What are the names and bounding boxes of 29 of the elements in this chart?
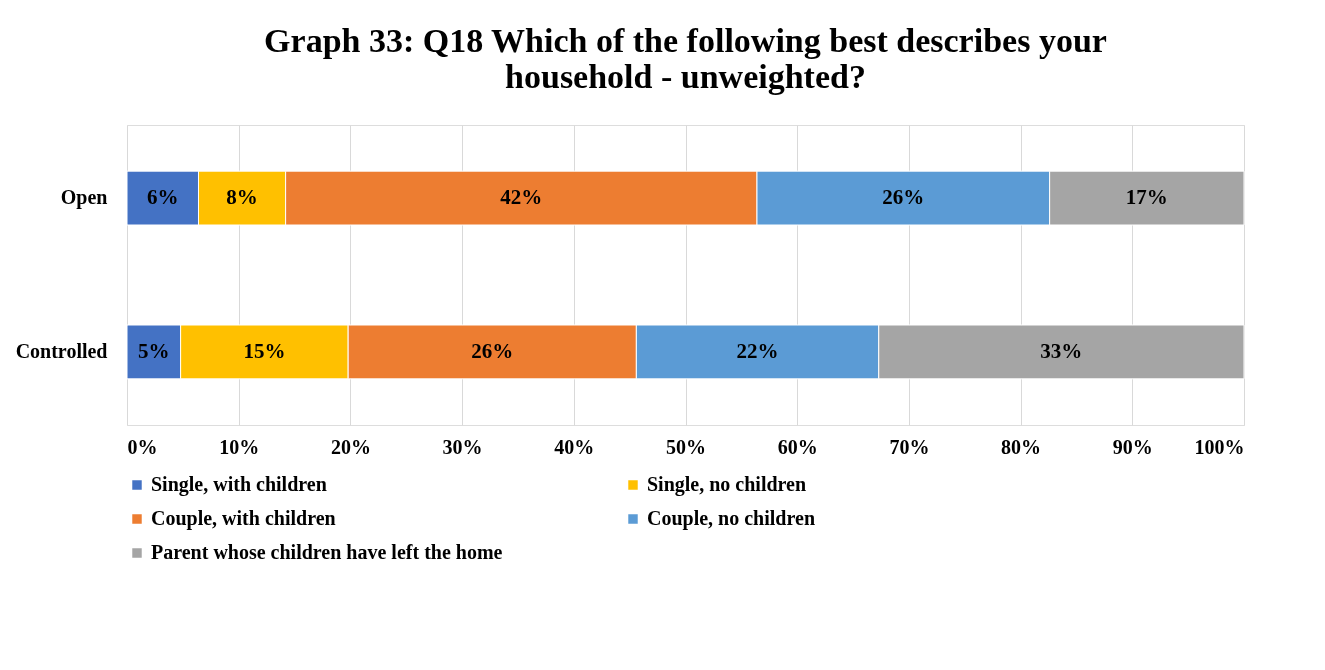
x-tick-label: 10% <box>219 435 260 458</box>
data-label: 26% <box>471 338 514 363</box>
x-tick-label: 50% <box>666 435 706 458</box>
legend-label: Couple, with children <box>151 507 336 530</box>
x-tick-label: 60% <box>777 435 818 458</box>
data-label: 17% <box>1125 185 1168 210</box>
x-tick-label: 20% <box>330 435 371 458</box>
x-tick-label: 40% <box>554 435 595 458</box>
x-tick-label: 100% <box>1194 435 1245 458</box>
x-tick-label: 30% <box>442 435 483 458</box>
data-label: 33% <box>1040 338 1083 363</box>
x-tick-label: 70% <box>889 435 930 458</box>
x-tick-label: 80% <box>1001 435 1042 458</box>
y-tick-label: Controlled <box>15 339 108 362</box>
data-label: 42% <box>500 185 543 210</box>
data-label: 22% <box>736 338 779 363</box>
legend-label: Couple, no children <box>647 507 815 530</box>
data-label: 15% <box>243 338 286 363</box>
x-tick-label: 90% <box>1112 435 1153 458</box>
x-tick-label: 0% <box>127 435 158 458</box>
data-label: 6% <box>146 185 179 210</box>
legend-label: Single, with children <box>151 473 327 496</box>
data-label: 5% <box>138 338 170 363</box>
chart-title: Graph 33: Q18 Which of the following best describes your household - unweighted? <box>264 22 1107 95</box>
legend-label: Parent whose children have left the home <box>151 541 503 563</box>
data-label: 8% <box>226 185 258 210</box>
legend-label: Single, no children <box>647 473 807 496</box>
y-tick-label: Open <box>60 186 108 210</box>
data-label: 26% <box>882 185 925 210</box>
